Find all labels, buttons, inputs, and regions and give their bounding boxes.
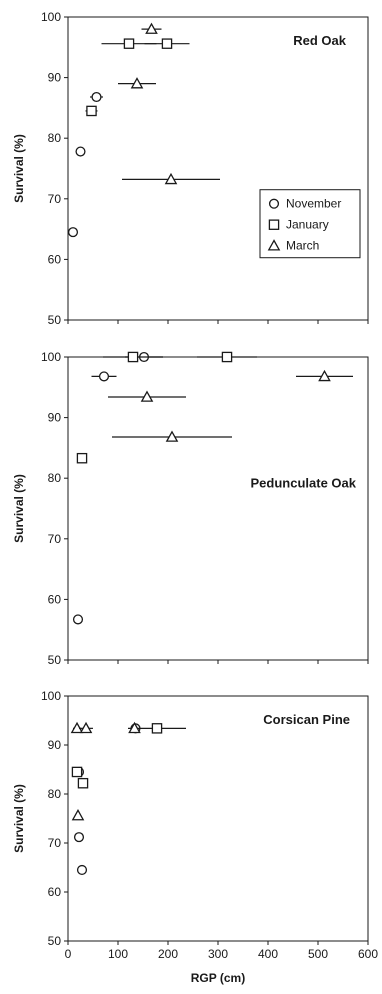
y-tick-label: 100 — [41, 689, 61, 703]
circle-marker — [98, 371, 110, 382]
circle-marker — [76, 864, 88, 875]
triangle-marker — [130, 77, 144, 89]
y-tick-label: 70 — [48, 192, 62, 206]
panel-2: 50 60 70 80 90 100 Survival (%) Pedunculate Oak — [12, 350, 369, 667]
y-tick-label: 80 — [48, 131, 62, 145]
series-march — [108, 369, 353, 442]
square-marker — [161, 38, 173, 49]
legend-label-march: March — [286, 239, 319, 253]
plot-frame — [67, 356, 369, 661]
panel-title: Corsican Pine — [263, 712, 350, 727]
y-tick-label: 60 — [48, 252, 62, 266]
triangle-marker — [71, 809, 85, 821]
x-tick-label: 600 — [358, 947, 378, 961]
y-axis-label: Survival (%) — [12, 474, 26, 543]
y-tick-label: 80 — [48, 787, 62, 801]
x-tick-label: 100 — [108, 947, 128, 961]
panel-title: Red Oak — [293, 33, 347, 48]
circle-marker — [73, 832, 85, 843]
x-tick-label: 0 — [65, 947, 72, 961]
circle-marker — [91, 91, 102, 103]
y-tick-label: 90 — [48, 738, 62, 752]
series-march — [118, 22, 220, 185]
panel-1: 50 60 70 80 90 100 Survival (%) Red Oak November… — [12, 10, 369, 327]
series-march — [70, 721, 141, 821]
legend-label-january: January — [286, 218, 329, 232]
panel-title: Pedunculate Oak — [251, 475, 357, 490]
x-tick-label: 400 — [258, 947, 278, 961]
y-tick-label: 70 — [48, 532, 62, 546]
y-tick-label: 80 — [48, 471, 62, 485]
y-axis-label: Survival (%) — [12, 784, 26, 853]
series-november — [72, 351, 163, 625]
square-marker — [123, 38, 135, 49]
x-axis-label: RGP (cm) — [191, 971, 245, 985]
triangle-marker — [128, 721, 141, 734]
triangle-marker — [79, 721, 93, 734]
plot-frame — [67, 695, 369, 942]
series-january — [85, 38, 190, 117]
triangle-legend-icon — [267, 239, 281, 251]
circle-marker — [75, 146, 86, 157]
series-november — [67, 91, 103, 238]
legend-label-november: November — [286, 197, 341, 211]
series-january — [76, 351, 257, 464]
y-tick-label: 60 — [48, 885, 62, 899]
x-tick-label: 300 — [208, 947, 228, 961]
y-tick-label: 60 — [48, 592, 62, 606]
panel-3: 50 60 70 80 90 100 0 100 200 300 400 500 600 Survival… — [12, 689, 378, 985]
y-axis-label: Survival (%) — [12, 134, 26, 203]
y-tick-label: 50 — [48, 313, 62, 327]
y-tick-label: 100 — [41, 350, 61, 364]
legend: November January March — [259, 189, 361, 259]
y-tick-label: 50 — [48, 934, 62, 948]
series-november — [73, 723, 141, 875]
y-tick-label: 90 — [48, 71, 62, 85]
square-marker — [221, 351, 233, 363]
x-tick-label: 500 — [308, 947, 328, 961]
x-tick-label: 200 — [158, 947, 178, 961]
plot-frame — [67, 16, 369, 321]
square-marker — [71, 766, 83, 778]
y-tick-label: 70 — [48, 836, 62, 850]
triangle-marker — [145, 22, 158, 34]
square-marker — [151, 723, 163, 734]
circle-marker — [67, 227, 79, 238]
y-tick-label: 100 — [41, 10, 61, 24]
square-legend-icon — [268, 219, 280, 230]
square-marker — [77, 777, 89, 789]
triangle-marker — [318, 369, 331, 382]
y-tick-label: 50 — [48, 653, 62, 667]
triangle-marker — [140, 390, 154, 402]
series-january — [71, 723, 186, 789]
circle-marker — [72, 614, 84, 625]
triangle-marker — [165, 430, 179, 442]
circle-legend-icon — [268, 198, 280, 209]
square-marker — [127, 351, 139, 363]
square-marker — [86, 105, 97, 117]
y-tick-label: 90 — [48, 411, 62, 425]
triangle-marker — [164, 172, 178, 185]
square-marker — [76, 452, 88, 464]
